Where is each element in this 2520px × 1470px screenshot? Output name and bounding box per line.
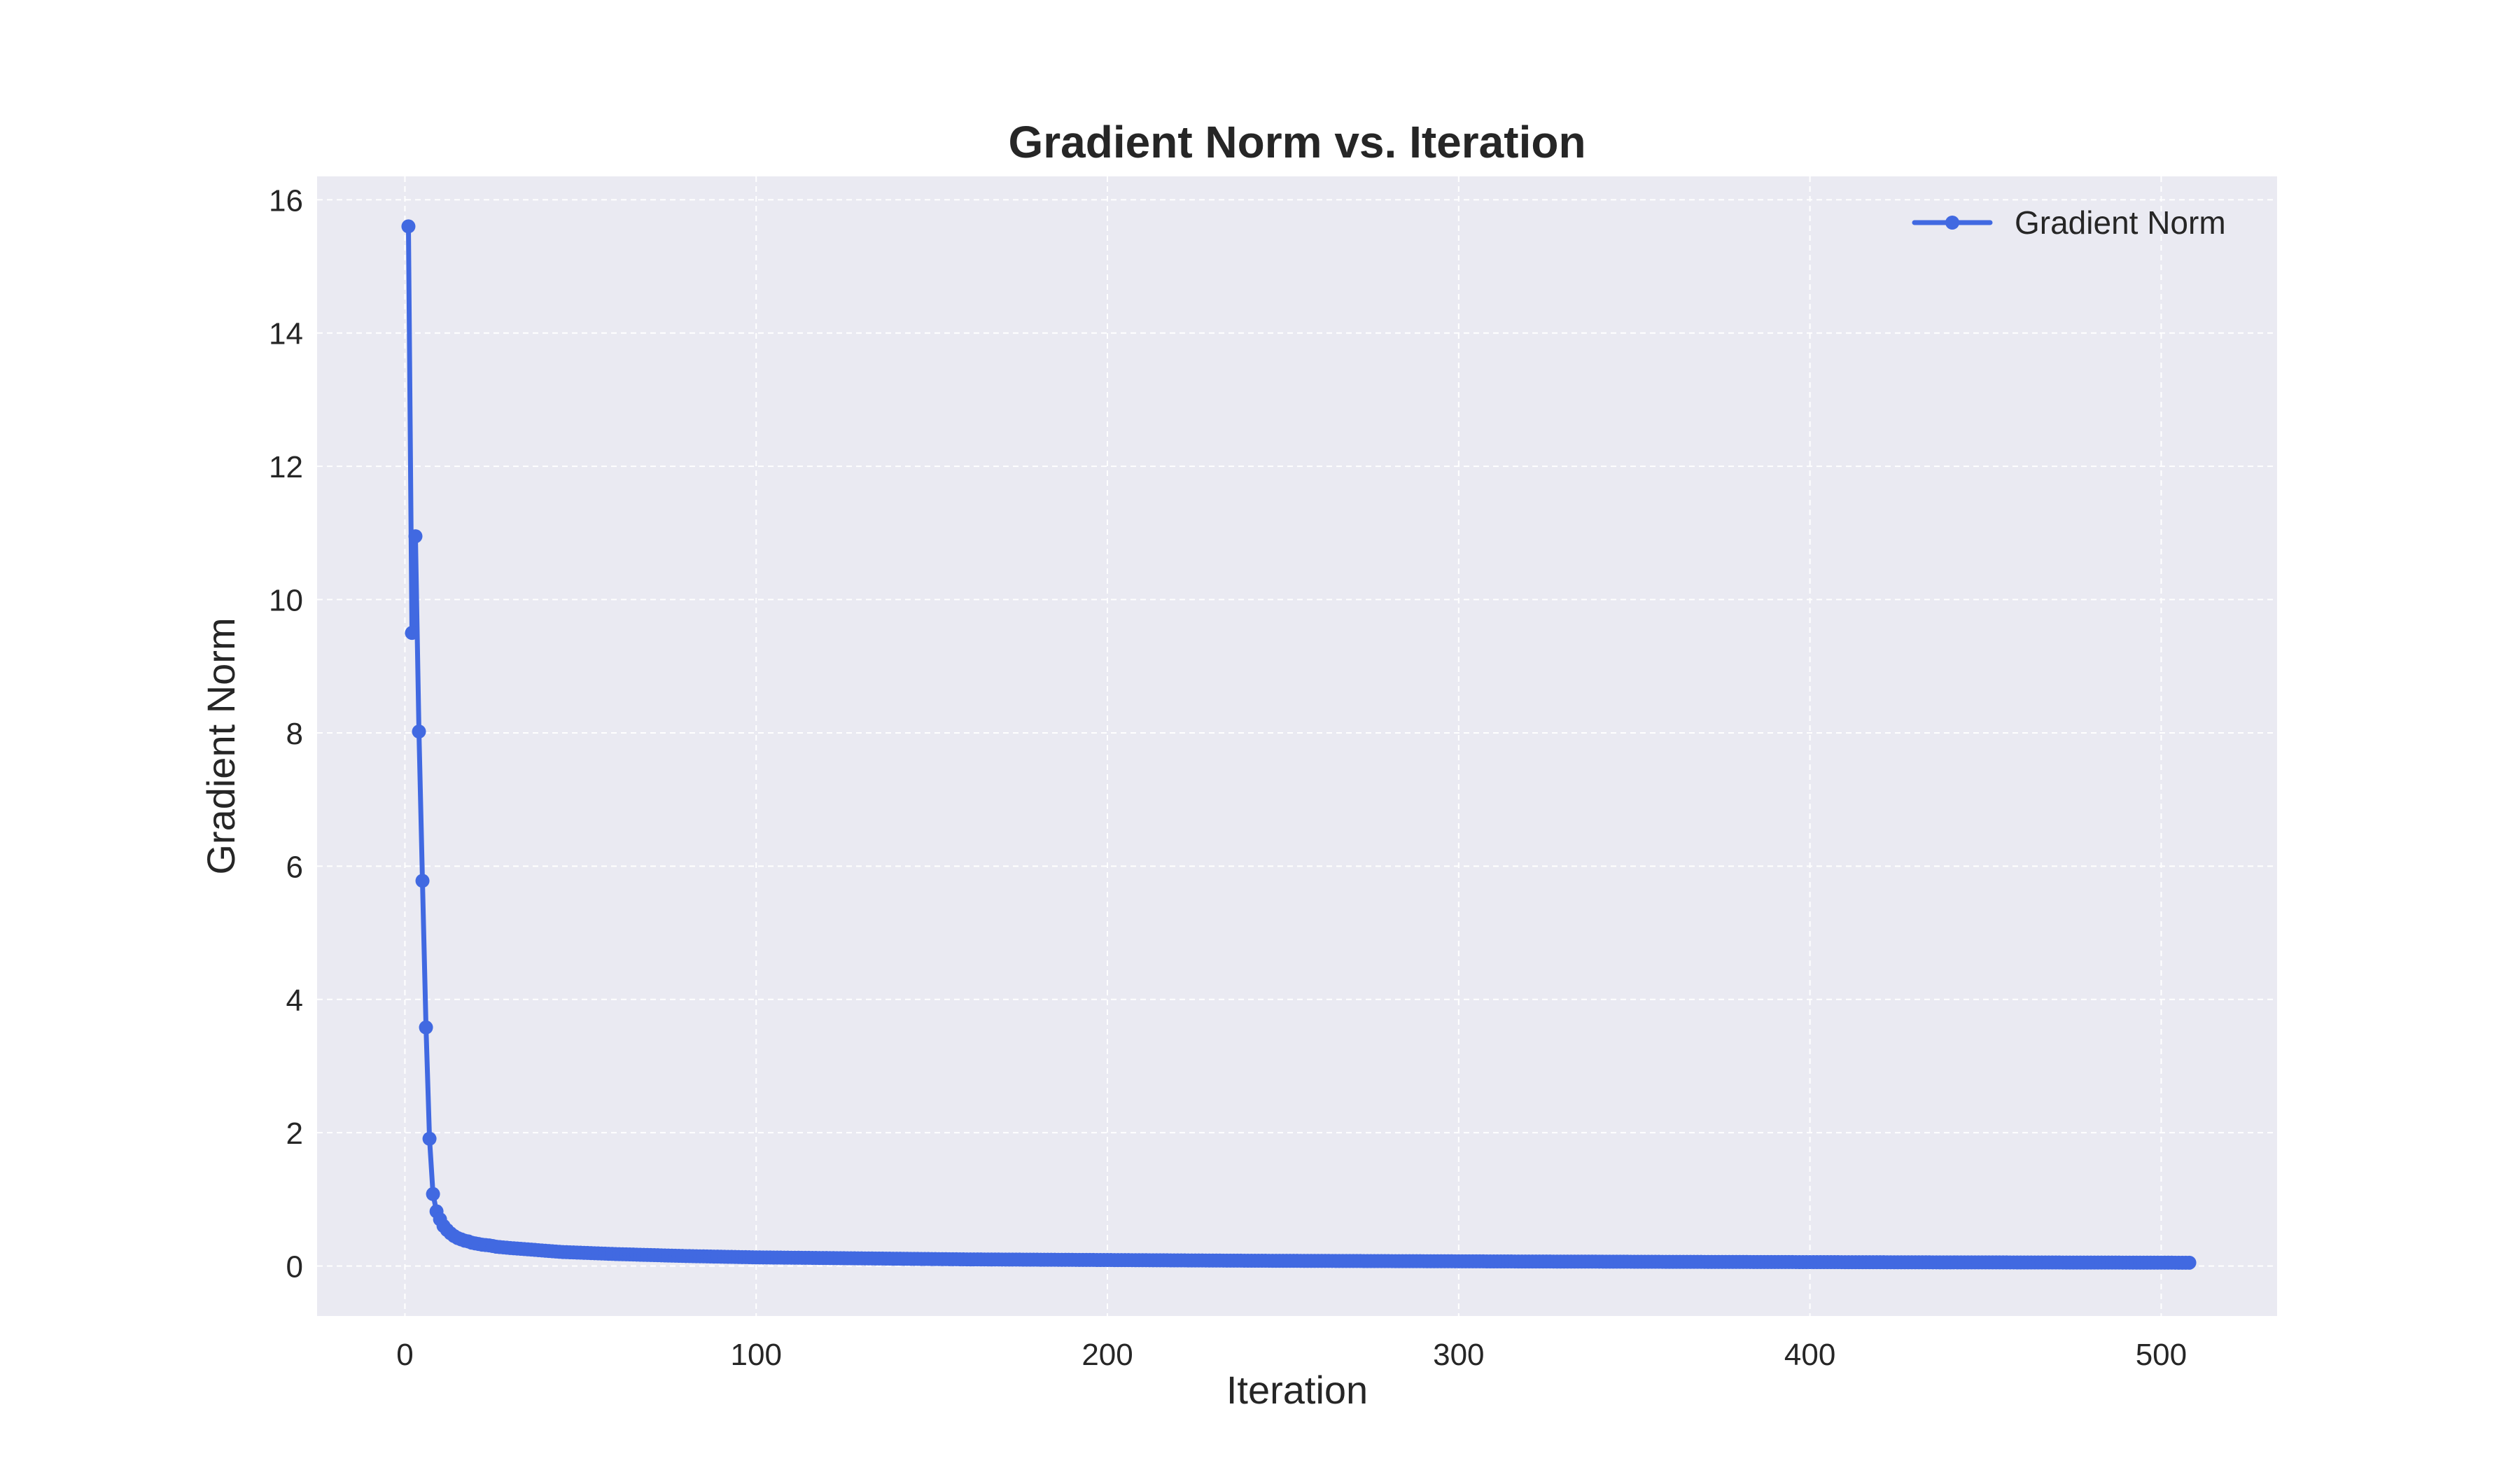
y-tick-label: 12 bbox=[269, 450, 303, 484]
x-tick-label: 300 bbox=[1433, 1338, 1484, 1372]
y-tick-label: 8 bbox=[286, 717, 303, 751]
data-point bbox=[408, 529, 423, 544]
data-point bbox=[415, 874, 430, 888]
legend-marker-swatch bbox=[1945, 216, 1959, 230]
data-point bbox=[2178, 1255, 2193, 1270]
y-tick-label: 6 bbox=[286, 850, 303, 884]
y-axis-ticks: 0 2 4 6 8 10 12 14 16 bbox=[269, 183, 303, 1284]
x-tick-label: 500 bbox=[2136, 1338, 2187, 1372]
plot-area bbox=[317, 176, 2277, 1316]
y-tick-label: 2 bbox=[286, 1116, 303, 1151]
x-tick-label: 0 bbox=[396, 1338, 413, 1372]
data-point bbox=[412, 724, 426, 739]
chart-title: Gradient Norm vs. Iteration bbox=[1008, 117, 1586, 167]
y-tick-label: 0 bbox=[286, 1250, 303, 1284]
data-point bbox=[401, 219, 416, 234]
data-point bbox=[405, 626, 419, 640]
y-tick-label: 16 bbox=[269, 183, 303, 218]
x-tick-label: 400 bbox=[1784, 1338, 1835, 1372]
y-tick-label: 14 bbox=[269, 317, 303, 351]
y-axis-label: Gradient Norm bbox=[199, 617, 243, 874]
data-point bbox=[426, 1186, 440, 1201]
legend: Gradient Norm bbox=[1912, 204, 2226, 241]
x-axis-label: Iteration bbox=[1226, 1368, 1368, 1412]
x-axis-ticks: 0 100 200 300 400 500 bbox=[396, 1338, 2187, 1372]
data-point bbox=[419, 1020, 433, 1035]
x-tick-label: 100 bbox=[731, 1338, 782, 1372]
y-tick-label: 10 bbox=[269, 584, 303, 618]
data-point bbox=[422, 1131, 437, 1146]
gridlines bbox=[317, 176, 2277, 1316]
x-tick-label: 200 bbox=[1082, 1338, 1133, 1372]
legend-entry-gradient-norm: Gradient Norm bbox=[2015, 204, 2226, 241]
series-layer bbox=[401, 219, 2197, 1270]
y-tick-label: 4 bbox=[286, 983, 303, 1018]
